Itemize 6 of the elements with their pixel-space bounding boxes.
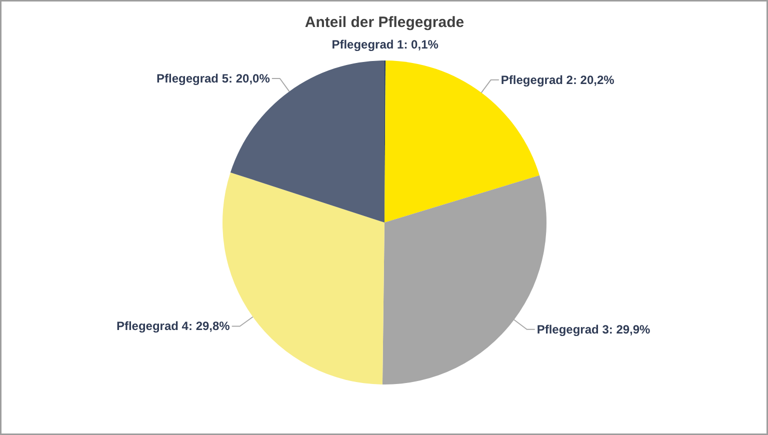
slice-label: Pflegegrad 5: 20,0% <box>156 71 270 86</box>
slice-label: Pflegegrad 4: 29,8% <box>116 319 230 334</box>
slice-label: Pflegegrad 2: 20,2% <box>500 72 615 87</box>
chart-title: Anteil der Pflegegrade <box>304 14 464 31</box>
slice-label: Pflegegrad 3: 29,9% <box>536 322 651 336</box>
slice-label: Pflegegrad 1: 0,1% <box>332 38 439 52</box>
